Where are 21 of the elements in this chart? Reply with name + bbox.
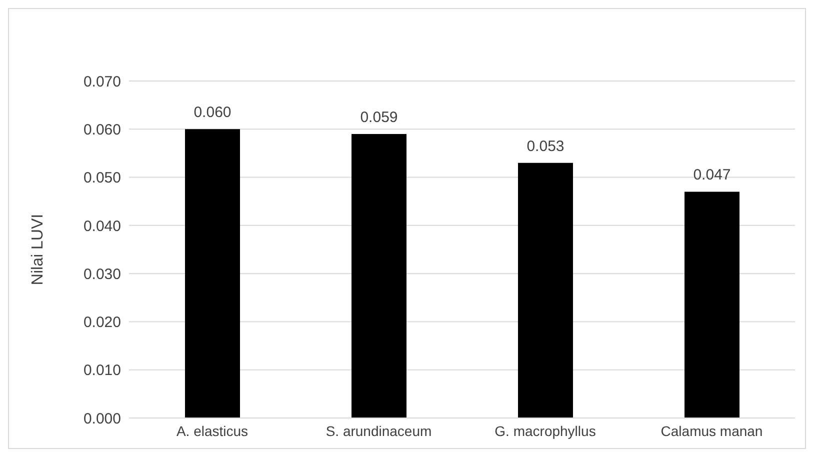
x-tick-label: Calamus manan xyxy=(660,422,763,439)
y-tick-label: 0.060 xyxy=(83,121,121,138)
data-label: 0.059 xyxy=(360,108,398,126)
bar xyxy=(352,134,406,418)
y-tick-label: 0.070 xyxy=(83,73,121,90)
y-tick-label: 0.030 xyxy=(83,266,121,283)
y-tick-label: 0.020 xyxy=(83,314,121,332)
x-tick-label: G. macrophyllus xyxy=(494,422,596,439)
y-axis-title: Nilai LUVI xyxy=(30,214,47,286)
y-tick-label: 0.010 xyxy=(83,362,121,380)
y-tick-label: 0.050 xyxy=(83,170,121,187)
bar xyxy=(684,192,740,418)
y-tick-label: 0.000 xyxy=(83,410,121,428)
data-label: 0.047 xyxy=(693,166,731,184)
data-label: 0.060 xyxy=(194,104,232,122)
bar xyxy=(518,162,573,418)
y-tick-label: 0.040 xyxy=(83,218,121,235)
x-tick-label: S. arundinaceum xyxy=(326,422,432,439)
x-tick-label: A. elasticus xyxy=(176,422,248,439)
data-label: 0.053 xyxy=(526,138,564,155)
bar xyxy=(185,129,240,418)
